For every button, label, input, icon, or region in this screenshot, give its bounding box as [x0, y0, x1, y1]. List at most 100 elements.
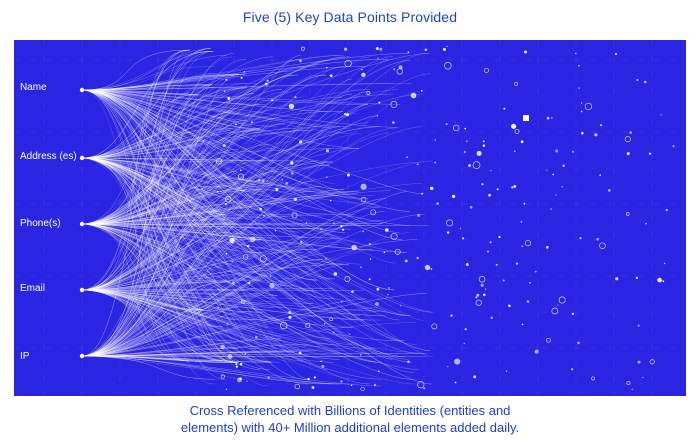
- network-panel: Name Address (es) Phone(s) Email IP: [14, 40, 686, 396]
- node-dot: [421, 192, 424, 195]
- node-dot: [476, 293, 480, 297]
- node-dot: [404, 259, 408, 263]
- node-dot: [362, 230, 364, 233]
- node-dot: [475, 296, 478, 299]
- node-dot: [350, 384, 353, 387]
- node-dot: [480, 283, 484, 287]
- node-dot: [261, 179, 265, 183]
- node-dot: [488, 193, 491, 197]
- caption-line-1: Cross Referenced with Billions of Identi…: [189, 403, 511, 418]
- node-dot: [237, 377, 242, 383]
- node-dot: [235, 123, 237, 126]
- node-dot: [288, 103, 295, 109]
- node-dot: [473, 375, 477, 379]
- node-dot: [534, 270, 537, 273]
- node-dot: [490, 169, 492, 172]
- node-dot: [220, 344, 225, 350]
- node-dot: [376, 115, 378, 117]
- node-ring: [279, 321, 288, 330]
- node-dot: [243, 71, 246, 73]
- node-ring: [366, 91, 371, 95]
- node-ring: [220, 374, 225, 379]
- node-dot: [361, 69, 363, 71]
- node-dot: [257, 178, 261, 182]
- node-dot: [562, 164, 565, 167]
- node-dot: [626, 152, 630, 156]
- node-dot: [482, 144, 486, 147]
- node-dot: [274, 229, 277, 232]
- node-ring: [475, 299, 482, 306]
- node-dot: [436, 202, 440, 205]
- node-dot: [454, 358, 461, 365]
- node-ring: [452, 124, 460, 132]
- node-dot: [224, 90, 226, 92]
- node-dot: [250, 121, 253, 124]
- node-dot: [393, 68, 396, 71]
- node-dot: [344, 47, 348, 51]
- node-dot: [383, 251, 386, 254]
- node-dot: [340, 301, 343, 303]
- node-dot: [635, 276, 639, 279]
- node-dot: [657, 277, 662, 283]
- node-ring: [360, 386, 365, 392]
- node-dot: [581, 131, 584, 135]
- node-dot: [447, 366, 449, 368]
- node-dot: [511, 123, 517, 129]
- infographic-title: Five (5) Key Data Points Provided: [242, 9, 458, 25]
- node-dot: [642, 376, 644, 379]
- background-grid: [14, 40, 686, 396]
- node-ring: [344, 59, 352, 68]
- node-ring: [329, 317, 333, 322]
- node-dot: [579, 237, 582, 240]
- node-dot: [269, 283, 275, 289]
- node-dot: [665, 208, 668, 212]
- node-dot: [263, 215, 265, 217]
- node-dot: [503, 107, 506, 110]
- node-dot: [239, 207, 242, 209]
- node-dot: [524, 50, 527, 54]
- node-dot: [660, 114, 662, 116]
- node-ring: [584, 102, 593, 111]
- node-dot: [424, 48, 428, 52]
- node-dot: [490, 316, 494, 320]
- node-dot: [360, 183, 367, 190]
- node-dot: [648, 152, 652, 155]
- node-dot: [227, 97, 231, 100]
- node-ring: [626, 381, 631, 385]
- hub-node-name: [79, 87, 85, 93]
- node-dot: [459, 227, 462, 230]
- node-ring: [546, 337, 551, 343]
- node-dot: [496, 188, 499, 191]
- node-dot: [311, 386, 315, 389]
- node-ring: [344, 276, 351, 282]
- node-dot: [240, 169, 242, 171]
- node-ring: [360, 196, 367, 203]
- node-dot: [454, 381, 457, 384]
- node-dot: [465, 263, 469, 266]
- node-dot: [217, 306, 219, 309]
- node-ring: [591, 376, 595, 381]
- data-point-phone-label: Phone(s): [20, 218, 61, 229]
- node-ring: [225, 196, 232, 203]
- caption-line-2: elements) with 40+ Million additional el…: [180, 420, 520, 435]
- node-ring: [624, 136, 631, 143]
- node-dot: [378, 101, 381, 104]
- node-ring: [259, 255, 267, 263]
- node-ring: [417, 381, 425, 389]
- node-dot: [293, 197, 297, 201]
- node-dot: [662, 280, 665, 283]
- node-dot: [578, 65, 580, 67]
- node-dot: [333, 272, 338, 276]
- node-dot: [489, 241, 492, 244]
- node-dot: [410, 92, 417, 99]
- node-dot: [329, 74, 333, 77]
- node-dot: [645, 222, 647, 225]
- node-dot: [550, 117, 553, 119]
- node-dot: [351, 290, 354, 293]
- node-square: [523, 115, 529, 121]
- node-ring: [241, 299, 246, 305]
- node-dot: [229, 237, 235, 244]
- node-ring: [294, 383, 301, 390]
- node-dot: [224, 203, 228, 206]
